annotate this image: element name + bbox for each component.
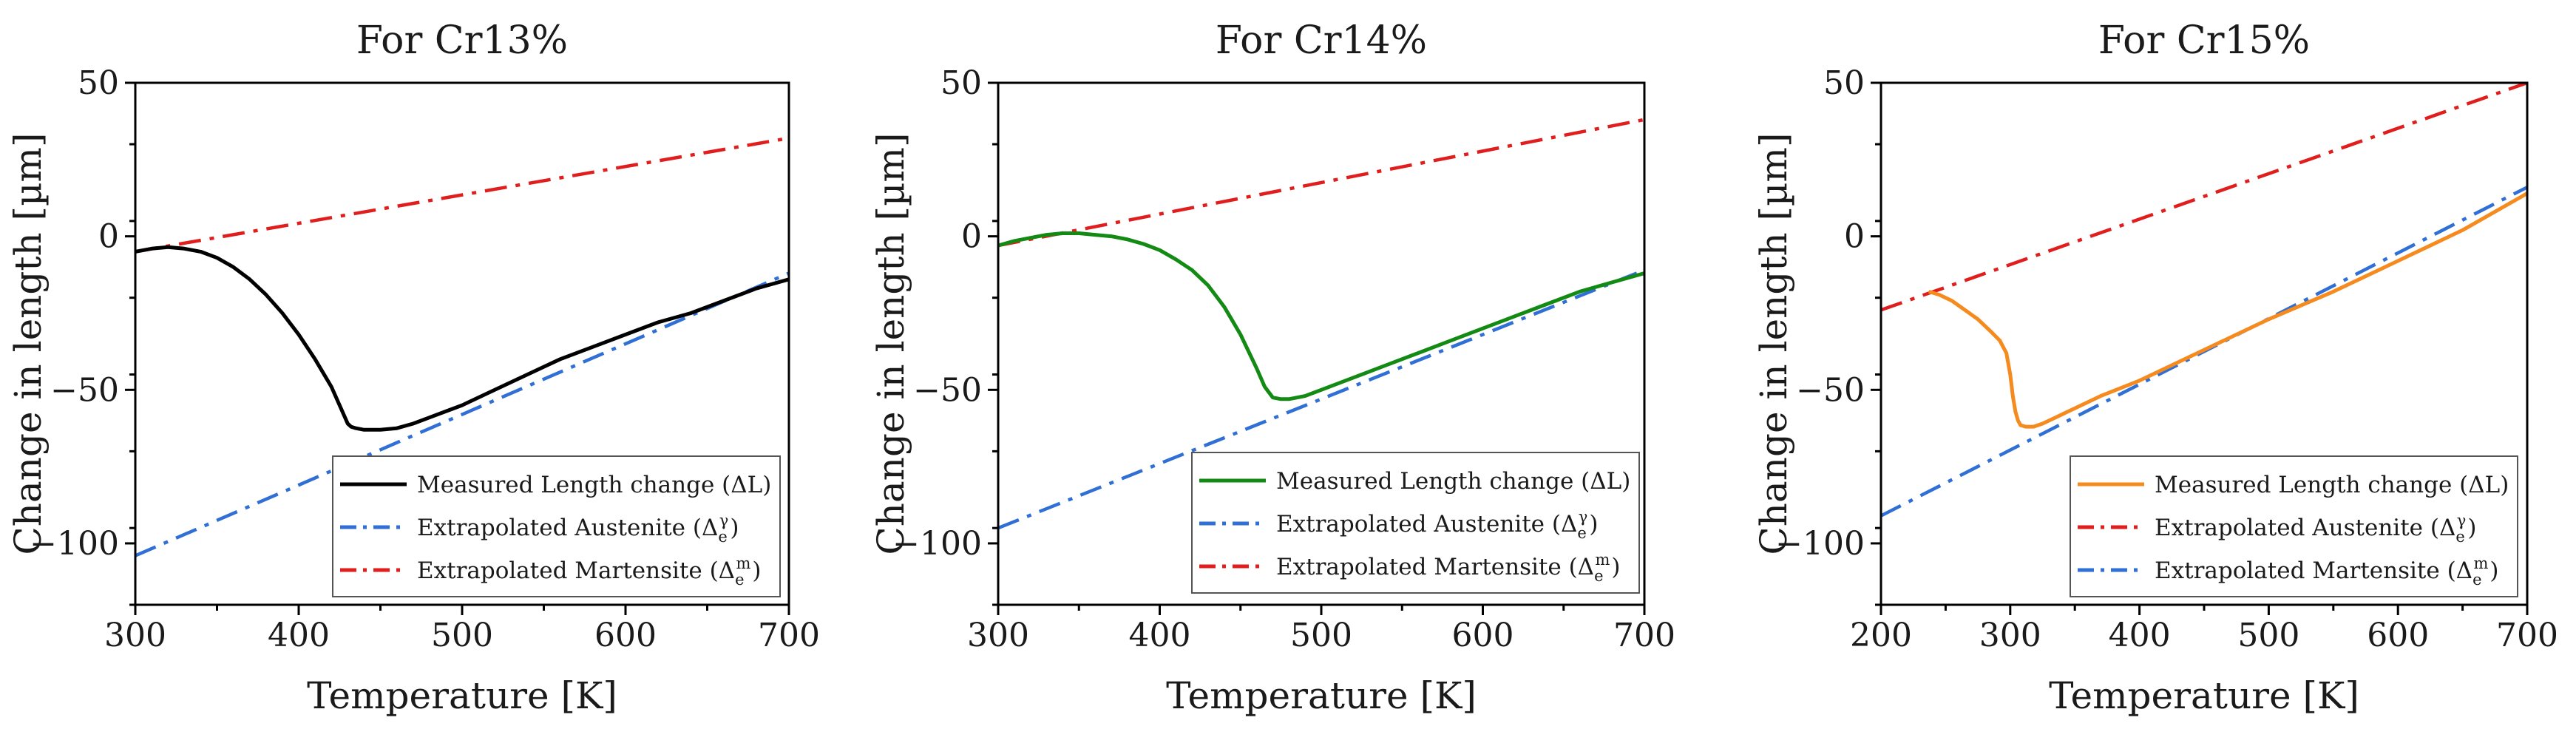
legend: Measured Length change (ΔL) Extrapolated … xyxy=(1191,452,1640,594)
series-line-2 xyxy=(135,271,789,557)
series-line-2 xyxy=(1881,83,2527,312)
chart-title: For Cr14% xyxy=(1216,18,1427,63)
x-tick-label: 300 xyxy=(1979,617,2041,654)
y-axis-label: Change in length [µm] xyxy=(7,133,50,555)
y-tick-label: 50 xyxy=(78,64,119,102)
series-group xyxy=(1881,83,2527,518)
x-tick-label: 400 xyxy=(1129,617,1191,654)
x-axis-label: Temperature [K] xyxy=(2049,674,2359,717)
legend-entry-2: Extrapolated Austenite (Δeγ) xyxy=(417,512,739,546)
x-tick-label: 200 xyxy=(1850,617,1912,654)
y-tick-label: −100 xyxy=(892,525,982,563)
x-tick-label: 500 xyxy=(431,617,493,654)
x-axis-label: Temperature [K] xyxy=(307,674,617,717)
x-tick-label: 300 xyxy=(104,617,166,654)
x-tick-label: 400 xyxy=(268,617,330,654)
y-axis-label: Change in length [µm] xyxy=(1752,133,1795,555)
legend-entry-3: Extrapolated Martensite (Δem) xyxy=(417,555,762,589)
series-line-1 xyxy=(998,231,1644,401)
x-tick-label: 500 xyxy=(1290,617,1352,654)
y-tick-label: −100 xyxy=(30,525,119,563)
legend-entry-2: Extrapolated Austenite (Δeγ) xyxy=(1276,508,1598,542)
series-line-3 xyxy=(998,118,1644,248)
series-line-1 xyxy=(135,245,789,432)
x-tick-label: 600 xyxy=(594,617,657,654)
y-tick-label: 0 xyxy=(1844,218,1865,256)
legend-entry-1: Measured Length change (ΔL) xyxy=(417,472,771,498)
legend: Measured Length change (ΔL) Extrapolated … xyxy=(332,455,781,597)
series-group xyxy=(998,118,1644,530)
series-line-2 xyxy=(998,268,1644,530)
x-tick-label: 500 xyxy=(2237,617,2299,654)
y-tick-label: 0 xyxy=(98,218,119,256)
chart-panel-1: For Cr13%300 400 500 600 700500−50−100Temper… xyxy=(7,18,820,717)
x-tick-label: 700 xyxy=(2496,617,2558,654)
x-tick-label: 400 xyxy=(2109,617,2171,654)
legend-box xyxy=(2070,455,2518,597)
chart-panel-2: For Cr14%300 400 500 600 700500−50−100Temper… xyxy=(870,18,1675,717)
y-tick-label: 50 xyxy=(940,64,982,102)
x-tick-label: 600 xyxy=(1452,617,1514,654)
legend: Measured Length change (ΔL) Extrapolated … xyxy=(2070,455,2518,597)
x-tick-label: 300 xyxy=(967,617,1029,654)
y-axis-label: Change in length [µm] xyxy=(870,133,912,555)
legend-box xyxy=(1191,452,1640,594)
y-tick-label: −50 xyxy=(913,371,982,409)
chart-title: For Cr13% xyxy=(356,18,568,63)
y-tick-label: −50 xyxy=(1796,371,1865,409)
legend-box xyxy=(332,455,781,597)
series-line-3 xyxy=(135,136,789,254)
series-line-1 xyxy=(1928,191,2527,429)
x-tick-label: 600 xyxy=(2367,617,2429,654)
legend-entry-1: Measured Length change (ΔL) xyxy=(1276,468,1630,495)
x-tick-label: 700 xyxy=(758,617,820,654)
series-group xyxy=(135,136,789,557)
y-tick-label: 0 xyxy=(961,218,982,256)
y-tick-label: −50 xyxy=(50,371,119,409)
chart-panel-3: For Cr15%200 300 400 500 600 700500−50−100Tem… xyxy=(1752,18,2558,717)
legend-entry-3: Extrapolated Martensite (Δem) xyxy=(2155,555,2499,589)
chart-title: For Cr15% xyxy=(2098,18,2310,63)
y-tick-label: 50 xyxy=(1823,64,1865,102)
legend-entry-2: Extrapolated Austenite (Δeγ) xyxy=(2155,512,2476,546)
legend-entry-1: Measured Length change (ΔL) xyxy=(2155,472,2509,498)
legend-entry-3: Extrapolated Martensite (Δem) xyxy=(1276,551,1621,585)
y-tick-label: −100 xyxy=(1775,525,1865,563)
x-axis-label: Temperature [K] xyxy=(1166,674,1477,717)
x-tick-label: 700 xyxy=(1613,617,1675,654)
